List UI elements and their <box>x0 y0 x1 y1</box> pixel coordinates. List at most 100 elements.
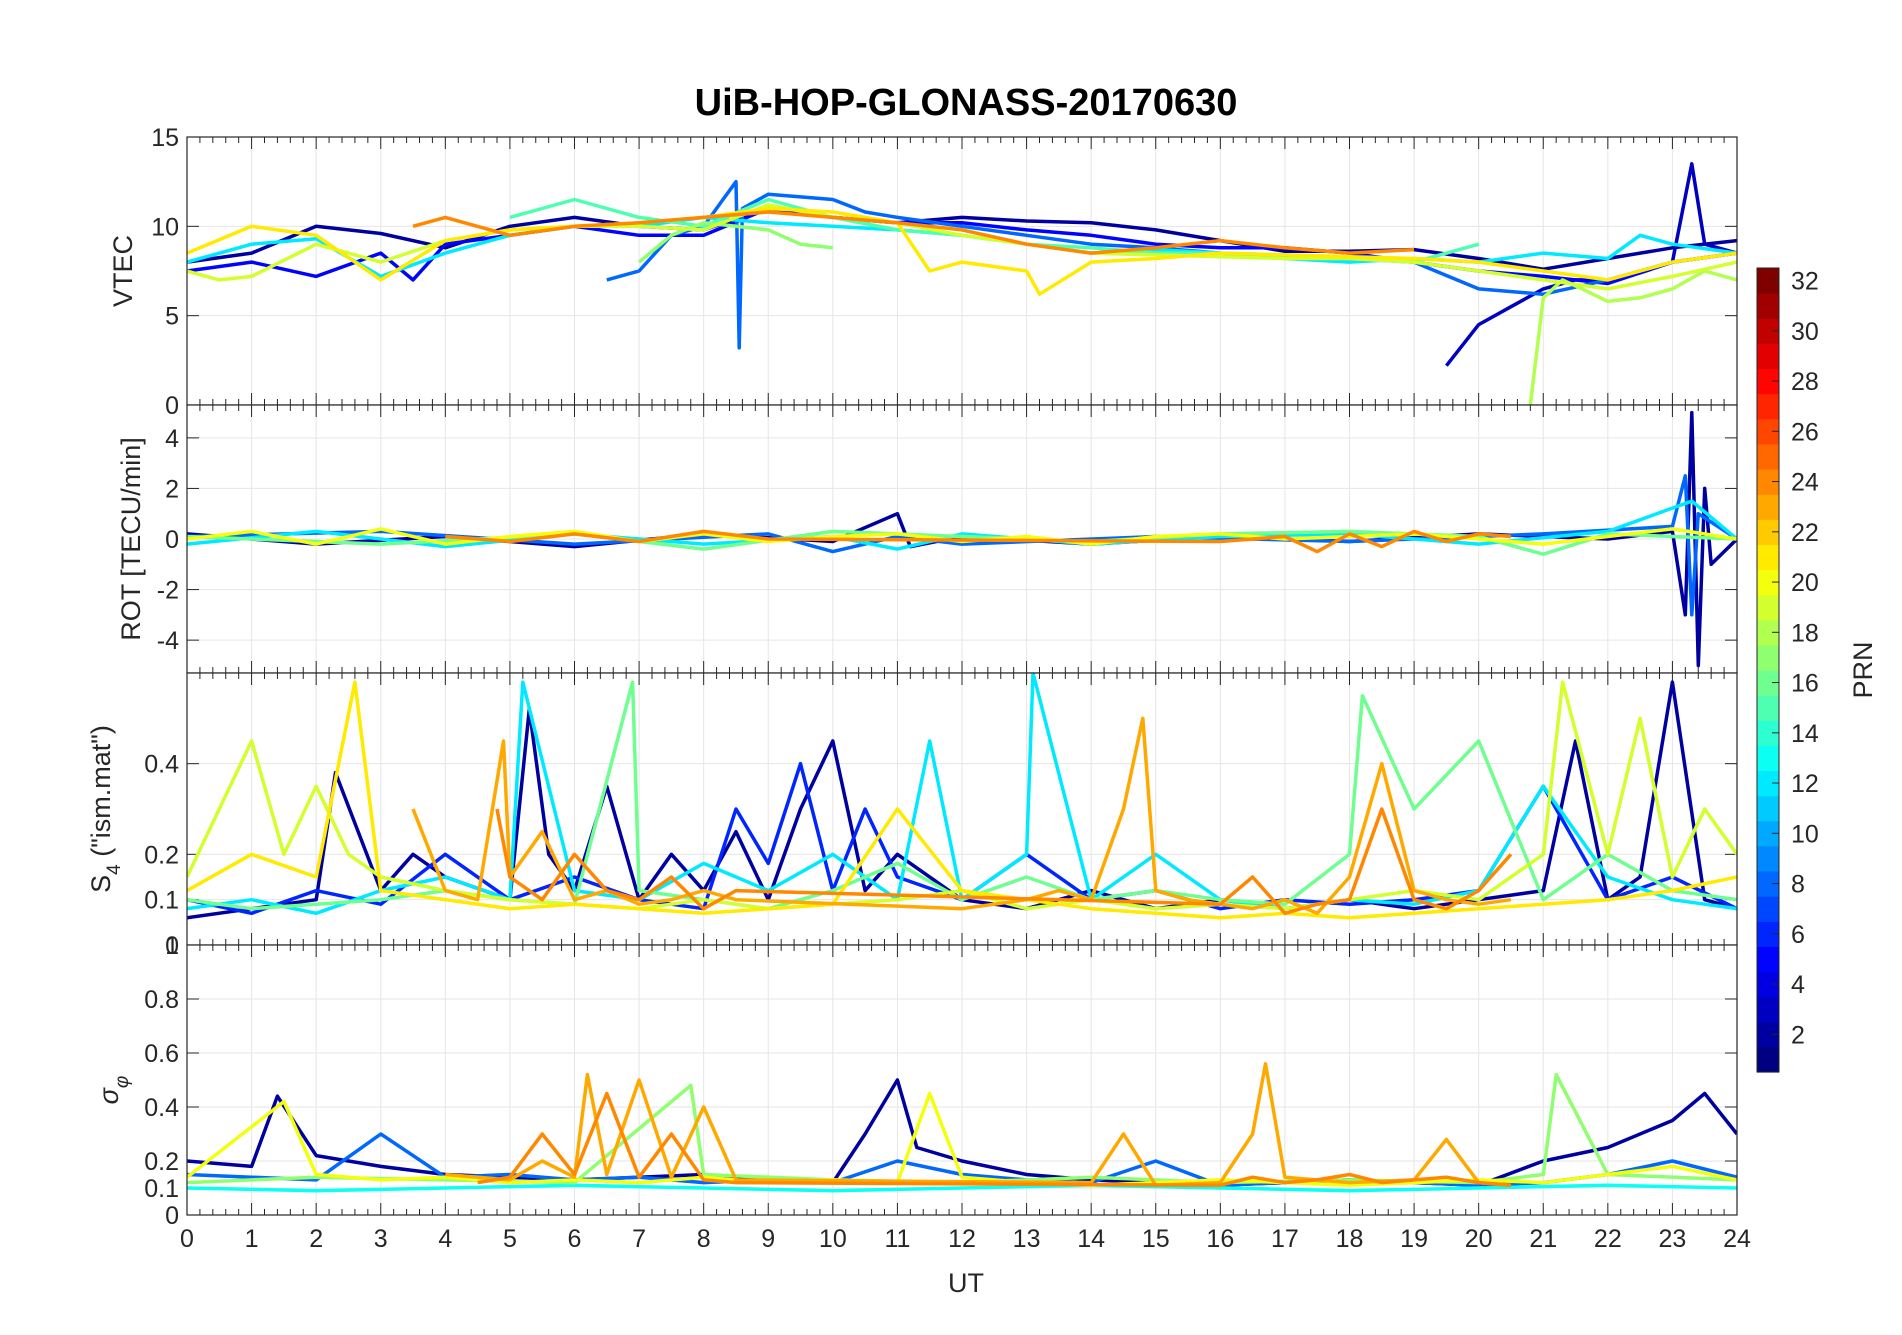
colorbar-segment <box>1757 996 1779 1023</box>
x-tick-label: 6 <box>568 1225 582 1253</box>
colorbar-tick-label: 14 <box>1791 720 1819 748</box>
colorbar-segment <box>1757 695 1779 721</box>
x-tick-label: 14 <box>1077 1225 1105 1253</box>
colorbar-label: PRN <box>1848 641 1878 698</box>
y-tick-label: 0.4 <box>144 751 179 779</box>
colorbar-segment <box>1757 494 1779 520</box>
colorbar-segment <box>1757 343 1779 370</box>
colorbar-segment <box>1757 418 1779 445</box>
colorbar-segment <box>1757 845 1779 872</box>
y-tick-label: 4 <box>165 425 179 453</box>
colorbar-tick-label: 18 <box>1791 619 1819 647</box>
y-tick-label: -4 <box>157 627 179 655</box>
x-tick-label: 11 <box>884 1225 910 1253</box>
colorbar-tick-label: 24 <box>1791 469 1819 497</box>
x-tick-label: 17 <box>1271 1225 1299 1253</box>
x-tick-label: 3 <box>374 1225 388 1253</box>
y-tick-label: 0.8 <box>144 986 179 1014</box>
series-line-prn-24 <box>495 807 1513 916</box>
colorbar-segment <box>1757 921 1779 947</box>
series-group <box>187 1062 1737 1193</box>
panel-s4: 0.4 0.2 0.1 0 S4 ("ism.mat") <box>86 672 1738 960</box>
x-tick-label: 20 <box>1465 1225 1493 1253</box>
x-tick-label: 10 <box>819 1225 847 1253</box>
colorbar-segment <box>1757 544 1779 571</box>
colorbar-segment <box>1757 896 1779 922</box>
colorbar-segment <box>1757 619 1779 646</box>
colorbar-tick-label: 26 <box>1791 418 1819 446</box>
x-tick-label: 18 <box>1336 1225 1364 1253</box>
series-line-prn-23 <box>411 716 1512 916</box>
x-tick-label: 7 <box>632 1225 646 1253</box>
y-axis-label: σφ <box>94 1076 133 1105</box>
series-line-prn-12 <box>187 499 1737 551</box>
x-tick-label: 23 <box>1659 1225 1687 1253</box>
x-tick-label: 12 <box>948 1225 976 1253</box>
y-tick-label: 0.1 <box>144 887 179 915</box>
y-tick-label: 0.6 <box>144 1040 179 1068</box>
y-axis-label: S4 ("ism.mat") <box>86 725 125 893</box>
series-line-prn-2 <box>187 206 1737 271</box>
y-axis-label: ROT [TECU/min] <box>116 437 146 641</box>
x-tick-label: 19 <box>1400 1225 1428 1253</box>
y-tick-label: 5 <box>165 303 179 331</box>
y-tick-label: 15 <box>151 124 179 152</box>
series-line-prn-18 <box>1528 269 1737 405</box>
series-line-prn-24 <box>477 1091 1512 1188</box>
colorbar-tick-label: 16 <box>1791 670 1819 698</box>
colorbar-tick-label: 8 <box>1791 871 1805 899</box>
colorbar-tick-label: 10 <box>1791 820 1819 848</box>
y-tick-label: 0.2 <box>144 1148 179 1176</box>
y-tick-label: -2 <box>157 577 179 605</box>
colorbar-segment <box>1757 745 1779 772</box>
series-group <box>187 673 1737 920</box>
series-line-prn-17 <box>637 221 833 264</box>
colorbar-tick-label: 22 <box>1791 519 1819 547</box>
colorbar-frame <box>1756 267 1780 1073</box>
colorbar-segment <box>1757 318 1779 344</box>
colorbar-segment <box>1757 871 1779 897</box>
y-tick-label: 2 <box>165 475 179 503</box>
panel-rot: 4 2 0 -2 -4 ROT [TECU/min] <box>116 404 1738 674</box>
series-line-prn-21 <box>187 680 1737 920</box>
colorbar-segment <box>1757 820 1779 847</box>
colorbar-segment <box>1757 268 1779 294</box>
colorbar-tick-label: 20 <box>1791 569 1819 597</box>
colorbar-segment <box>1757 770 1779 797</box>
series-group <box>187 410 1737 668</box>
series-line-prn-13 <box>187 1183 1737 1193</box>
x-axis-label: UT <box>948 1268 984 1298</box>
x-tick-label: 1 <box>245 1225 259 1253</box>
colorbar-segment <box>1757 519 1779 545</box>
colorbar-segment <box>1757 720 1779 746</box>
series-line-prn-21 <box>187 206 1737 296</box>
colorbar-segment <box>1757 569 1779 596</box>
x-tick-label: 13 <box>1013 1225 1041 1253</box>
colorbar-tick-label: 28 <box>1791 368 1819 396</box>
colorbar-segment <box>1757 795 1779 822</box>
x-tick-label: 9 <box>761 1225 775 1253</box>
y-tick-label: 0.1 <box>144 1175 179 1203</box>
colorbar-tick-label: 32 <box>1791 268 1819 296</box>
colorbar-tick-label: 4 <box>1791 971 1805 999</box>
y-tick-label: 0 <box>165 932 179 960</box>
series-line-prn-12 <box>187 673 1737 916</box>
y-axis-label: VTEC <box>108 235 138 307</box>
series-line-prn-24 <box>445 529 1512 554</box>
x-tick-label: 21 <box>1529 1225 1557 1253</box>
colorbar-segment <box>1757 293 1779 319</box>
series-line-prn-2 <box>187 1078 1737 1188</box>
colorbar-segment <box>1757 644 1779 671</box>
colorbar-segment <box>1757 1021 1779 1048</box>
y-tick-label: 0 <box>165 526 179 554</box>
x-tick-label: 2 <box>309 1225 323 1253</box>
colorbar-segment <box>1757 1046 1779 1073</box>
chart-title: UiB-HOP-GLONASS-20170630 <box>695 82 1238 124</box>
colorbar-segment <box>1757 469 1779 495</box>
colorbar-segment <box>1757 594 1779 621</box>
colorbar-tick-label: 12 <box>1791 770 1819 798</box>
y-tick-label: 0 <box>165 1202 179 1230</box>
